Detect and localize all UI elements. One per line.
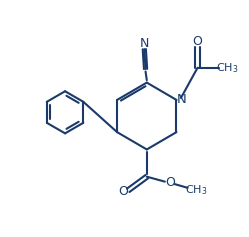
Text: N: N [177, 93, 187, 106]
Text: N: N [140, 37, 149, 50]
Text: O: O [193, 35, 202, 48]
Text: O: O [118, 185, 128, 198]
Text: CH$_3$: CH$_3$ [185, 183, 208, 197]
Text: CH$_3$: CH$_3$ [216, 61, 239, 75]
Text: O: O [165, 176, 175, 189]
